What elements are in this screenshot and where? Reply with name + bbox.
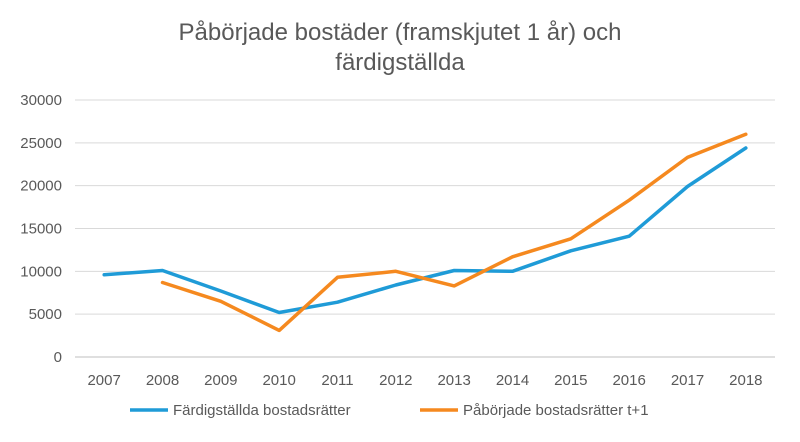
y-tick-label: 25000 [20, 135, 62, 152]
x-tick-label: 2017 [671, 372, 704, 389]
chart-title-line2: färdigställda [335, 49, 465, 76]
y-tick-label: 10000 [20, 263, 62, 280]
chart-title-line1: Påbörjade bostäder (framskjutet 1 år) oc… [179, 19, 622, 46]
x-tick-label: 2014 [496, 372, 529, 389]
series-line-1 [160, 132, 748, 333]
legend: Färdigställda bostadsrätter Påbörjade bo… [130, 402, 649, 419]
series-line-0 [102, 146, 748, 315]
legend-item-paborjade: Påbörjade bostadsrätter t+1 [420, 402, 649, 419]
y-tick-label: 5000 [29, 306, 62, 323]
legend-label-fardigstallda: Färdigställda bostadsrätter [173, 402, 351, 419]
x-tick-label: 2009 [204, 372, 237, 389]
y-axis-ticks: 0 5000 10000 15000 20000 25000 30000 [20, 92, 62, 366]
x-tick-label: 2011 [321, 372, 353, 389]
x-tick-label: 2008 [146, 372, 179, 389]
y-tick-label: 15000 [20, 221, 62, 238]
x-tick-label: 2007 [87, 372, 120, 389]
x-tick-label: 2013 [437, 372, 470, 389]
x-tick-label: 2018 [729, 372, 762, 389]
gridlines [75, 99, 775, 315]
y-tick-label: 0 [54, 349, 62, 366]
y-tick-label: 20000 [20, 178, 62, 195]
x-axis-ticks: 2007 2008 2009 2010 2011 2012 2013 2014 2015 2016… [87, 372, 762, 389]
x-tick-label: 2016 [612, 372, 645, 389]
series-lines [102, 132, 748, 333]
x-tick-label: 2010 [262, 372, 295, 389]
x-tick-label: 2015 [554, 372, 587, 389]
legend-label-paborjade: Påbörjade bostadsrätter t+1 [463, 402, 649, 419]
legend-item-fardigstallda: Färdigställda bostadsrätter [130, 402, 351, 419]
y-tick-label: 30000 [20, 92, 62, 109]
x-tick-label: 2012 [379, 372, 412, 389]
